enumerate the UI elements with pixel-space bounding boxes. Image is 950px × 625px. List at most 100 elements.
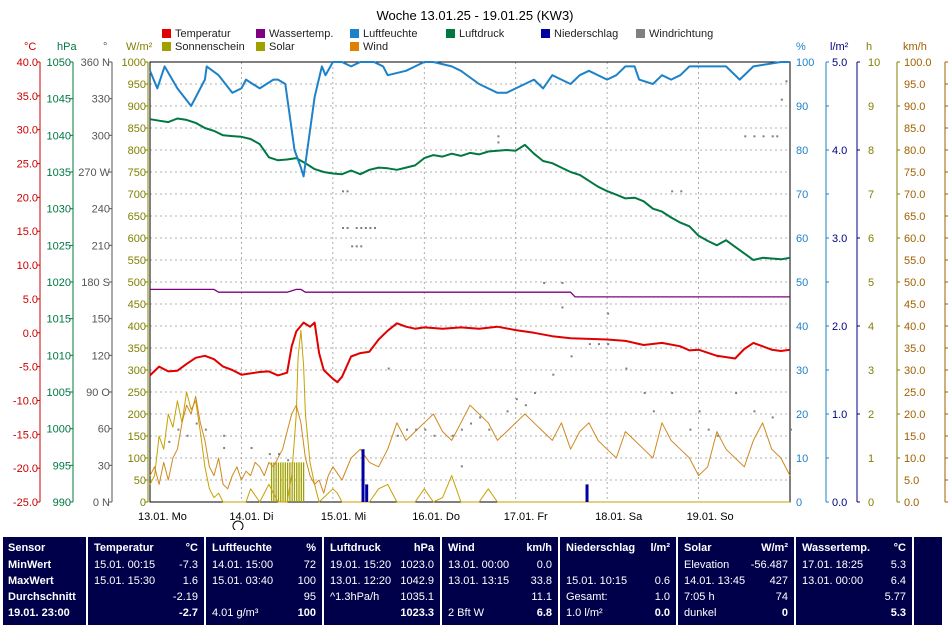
wind-direction-dot	[460, 428, 463, 431]
axis-tick-label-rain: 0.0	[832, 497, 847, 509]
wind-direction-dot	[355, 227, 358, 229]
x-tick-label: 18.01. Sa	[595, 511, 643, 523]
panel-head: Temperatur	[94, 542, 154, 554]
panel-cell-value: -7.3	[179, 559, 198, 571]
table-panel-wind: Wind km/h 13.01. 00:00 0.0 13.01. 13:15 33.8 1…	[442, 537, 558, 625]
axis-tick-label-wind: 80.0	[904, 145, 925, 157]
axis-tick-label-hum: 70	[796, 189, 808, 201]
wind-direction-dot	[250, 447, 253, 449]
axis-tick-label-solar: 550	[128, 255, 146, 267]
wind-direction-dot	[168, 440, 171, 443]
axis-tick-label-wind: 40.0	[904, 321, 925, 333]
axis-tick-label-dir: 270 W	[78, 167, 110, 179]
legend-swatch	[541, 29, 550, 38]
panel-cell-label: 2 Bft W	[448, 607, 485, 619]
wind-direction-dot	[524, 404, 527, 407]
x-axis-labels: 13.01. Mo 14.01. Di 15.01. Mi 16.01. Do 17.0…	[138, 511, 734, 523]
panel-unit: °C	[893, 542, 906, 554]
axis-tick-label-press: 1045	[47, 94, 71, 106]
wind-direction-dot	[287, 459, 290, 462]
panel-cell-label: 13.01. 12:20	[330, 575, 392, 587]
wind-direction-dot	[671, 190, 674, 193]
wind-direction-dot	[735, 392, 738, 394]
axis-tick-label-hum: 50	[796, 277, 808, 289]
wind-direction-dot	[360, 245, 363, 248]
wind-direction-dot	[506, 410, 509, 413]
wind-direction-dot	[515, 398, 518, 401]
axis-tick-label-wind: 15.0	[904, 431, 925, 443]
axis-tick-label-wind: 65.0	[904, 211, 925, 223]
wind-direction-dot	[753, 410, 756, 413]
axis-tick-label-hum: 10	[796, 453, 808, 465]
axis-tick-label-dir: 150	[92, 314, 110, 326]
axis-tick-label-sun: 1	[868, 453, 874, 465]
axis-tick-label-dir: 330	[92, 94, 110, 106]
legend-swatch	[350, 29, 359, 38]
axis-tick-label-dir: 180 S	[81, 277, 110, 289]
row-label-current: 19.01. 23:00	[8, 607, 70, 619]
rain-bar	[585, 484, 589, 502]
axis-tick-label-sun: 5	[868, 277, 874, 289]
axis-tick-label-temp: 25.0	[17, 159, 38, 171]
axis-tick-label-solar: 150	[128, 431, 146, 443]
axis-tick-label-press: 1030	[47, 204, 71, 216]
axis-tick-label-temp: 0.0	[23, 328, 38, 340]
panel-cell-value: 5.77	[884, 591, 906, 603]
wind-direction-dot	[396, 434, 399, 437]
axis-tick-label-sun: 9	[868, 101, 874, 113]
wind-direction-dot	[652, 410, 655, 413]
axis-tick-label-temp: 40.0	[17, 57, 38, 69]
pressure-line	[149, 117, 791, 261]
wind-direction-dot	[415, 428, 418, 431]
wind-direction-dot	[762, 135, 765, 138]
wind-direction-dot	[223, 447, 226, 449]
axis-tick-label-wind: 90.0	[904, 101, 925, 113]
axis-tick-label-wind: 50.0	[904, 277, 925, 289]
axis-tick-label-temp: -5.0	[19, 362, 38, 374]
panel-cell-label: dunkel	[684, 607, 717, 619]
wind-direction-dot	[177, 428, 180, 431]
wind-direction-dot	[561, 306, 564, 309]
wind-line	[149, 395, 791, 494]
panel-cell-value: 5.3	[890, 559, 906, 571]
panel-cell-value: -2.7	[179, 607, 198, 619]
legend-label: Solar	[269, 41, 295, 53]
axis-unit-press: hPa	[57, 41, 77, 53]
axis-tick-label-press: 1025	[47, 240, 71, 252]
axis-unit-sun: h	[866, 41, 872, 53]
row-label-max: MaxWert	[8, 575, 54, 587]
axis-tick-label-dir: 0 N	[93, 497, 110, 509]
axis-tick-label-solar: 400	[128, 321, 146, 333]
panel-unit: km/h	[526, 542, 552, 554]
panel-cell-value: 6.4	[890, 575, 906, 587]
panel-cell-value: 0.0	[536, 559, 552, 571]
axis-tick-label-sun: 8	[868, 145, 874, 157]
wind-direction-dot	[680, 190, 683, 193]
axis-tick-label-press: 1020	[47, 277, 71, 289]
wind-direction-dot	[497, 141, 500, 144]
panel-cell-value: 100	[297, 607, 316, 619]
wind-direction-dot	[598, 343, 600, 346]
panel-cell-label: 13.01. 00:00	[448, 559, 510, 571]
axis-tick-label-solar: 850	[128, 123, 146, 135]
panel-cell-value: 100	[297, 575, 316, 587]
panel-unit: W/m²	[761, 542, 788, 554]
axis-tick-label-temp: 20.0	[17, 192, 38, 204]
panel-cell-label: 1.0 l/m²	[566, 607, 603, 619]
wind-direction-dot	[698, 410, 701, 413]
axis-tick-label-solar: 500	[128, 277, 146, 289]
axis-unit-rain: l/m²	[830, 41, 849, 53]
humidity-line	[149, 61, 790, 178]
axis-tick-label-press: 1040	[47, 130, 71, 142]
panel-head: Niederschlag	[566, 542, 636, 554]
panel-cell-value: 95	[303, 591, 316, 603]
panel-cell-value: -2.19	[172, 591, 198, 603]
wind-direction-dot	[753, 135, 756, 138]
wind-direction-dot	[671, 392, 674, 394]
solar-line	[149, 329, 790, 503]
axis-tick-label-temp: 35.0	[17, 91, 38, 103]
wind-direction-dot	[643, 392, 646, 394]
panel-cell-value: 0.0	[654, 607, 670, 619]
temperature-line	[149, 321, 791, 384]
axis-tick-label-dir: 360 N	[81, 57, 110, 69]
